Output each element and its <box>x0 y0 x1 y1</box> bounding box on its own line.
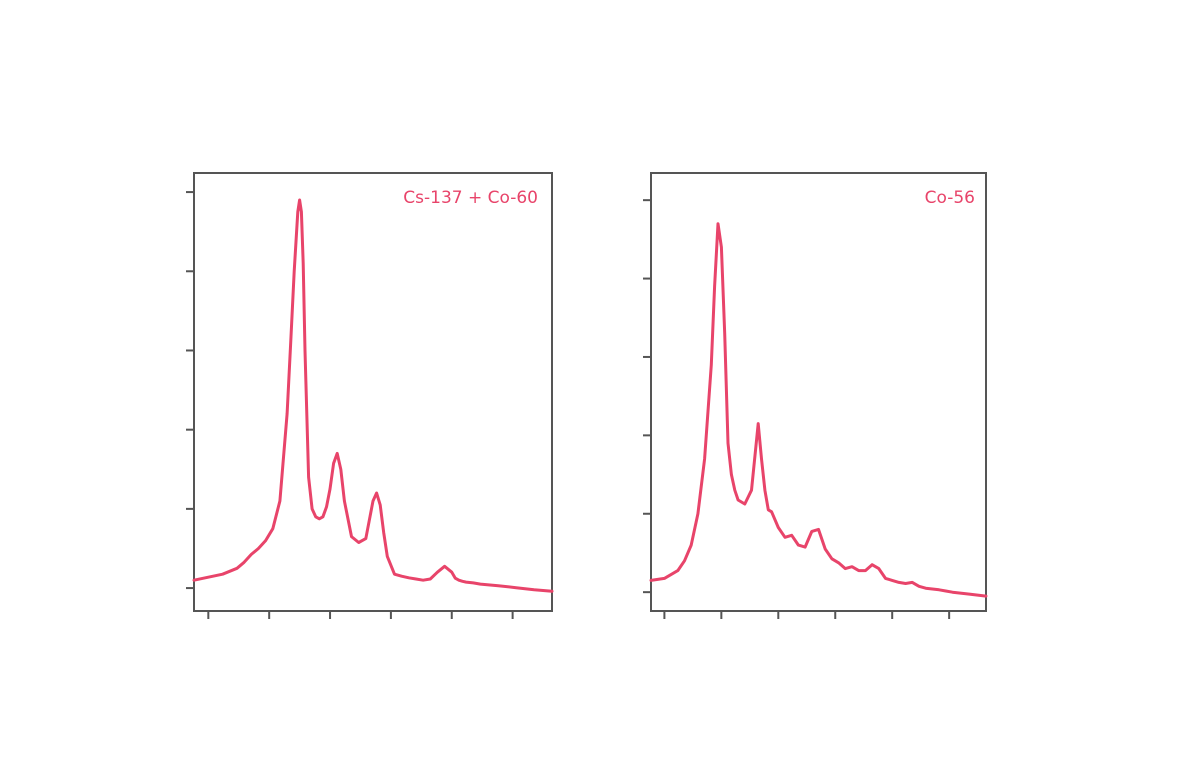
series-label-co56: Co-56 <box>925 188 975 208</box>
right-plot-frame <box>650 172 987 612</box>
series-label-cs137-co60: Cs-137 + Co-60 <box>403 188 538 208</box>
series-line-co56 <box>649 222 988 598</box>
right-axis-ticks <box>643 199 951 619</box>
left-axis-ticks <box>186 191 514 619</box>
left-panel: Cs-137 + Co-60 <box>186 172 554 619</box>
right-panel: Co-56 <box>643 172 988 619</box>
series-line-cs137-co60 <box>192 198 554 593</box>
left-plot-frame <box>193 172 553 612</box>
